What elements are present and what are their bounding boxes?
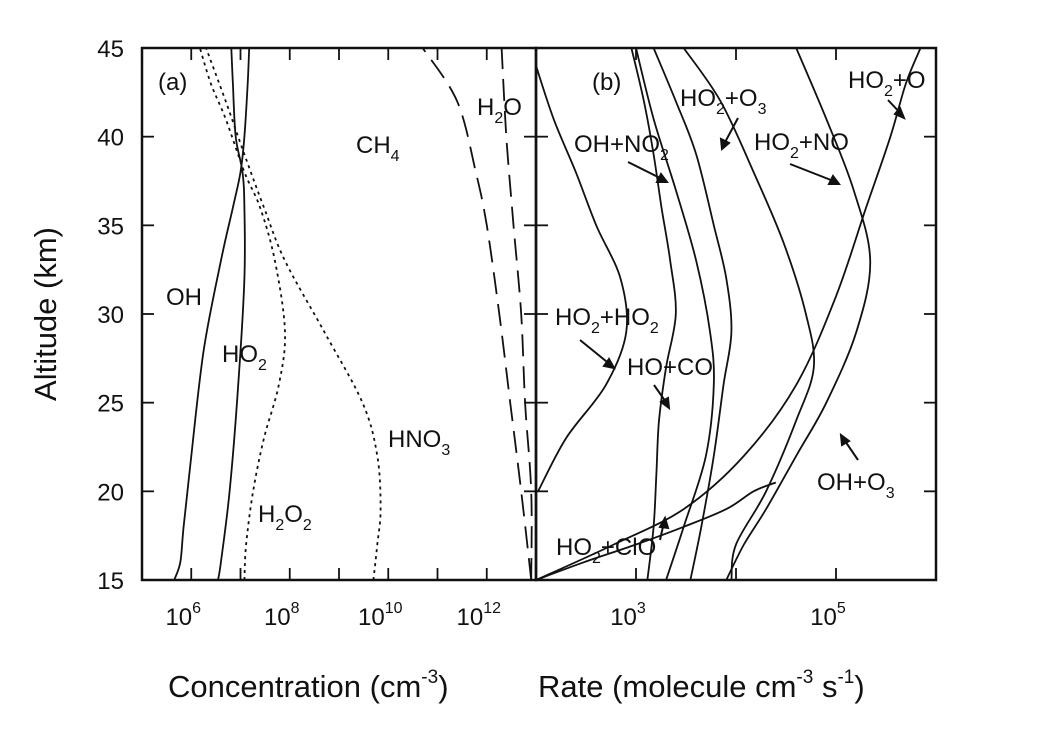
series-line-a-ch4: [421, 47, 533, 581]
panel-a-series: [173, 47, 533, 581]
y-tick-label: 40: [97, 125, 124, 152]
x-tick-label-b: 105: [810, 600, 846, 631]
series-line-b-ho2-o: [535, 47, 922, 581]
y-axis-title: Altitude (km): [28, 227, 63, 401]
series-line-a-h2o2: [199, 47, 286, 581]
series-line-a-oh: [173, 47, 251, 581]
y-tick-label: 15: [97, 568, 124, 595]
arrow-ho2-clo-head: [658, 515, 670, 530]
x-tick-label-b: 103: [610, 600, 646, 631]
x-ticks-b: 103 105: [535, 48, 937, 631]
annotation-arrows: [579, 99, 906, 541]
y-tick-label: 25: [97, 391, 124, 418]
label-hno3: HNO3: [388, 426, 450, 459]
panel-a-frame: [140, 46, 538, 582]
series-line-b-ho-co: [630, 47, 677, 581]
panel-a-label: (a): [158, 69, 187, 96]
label-ho2-no: HO2+NO: [754, 129, 849, 162]
series-line-b-ho2-o3: [652, 47, 733, 581]
series-line-a-ho2: [217, 47, 246, 581]
series-line-b-oh-o3: [725, 47, 872, 581]
arrow-oh-no2: [627, 161, 665, 181]
label-h2o: H2O: [477, 94, 522, 127]
y-ticks: 15 20 25 30 35 40 45: [97, 36, 936, 595]
label-oh: OH: [166, 284, 202, 311]
label-oh-o3: OH+O3: [817, 469, 895, 502]
series-line-a-hno3: [205, 47, 382, 581]
arrow-ho2-no: [789, 163, 837, 183]
arrow-ho2-o3-head: [719, 137, 731, 152]
label-ho2-o3: HO2+O3: [680, 85, 767, 118]
x-axis-title-b: Rate (molecule cm-3 s-1): [538, 667, 865, 704]
label-h2o2: H2O2: [258, 501, 312, 534]
label-ho2-o: HO2+O: [848, 67, 926, 100]
y-tick-label: 45: [97, 36, 124, 63]
x-tick-label-a: 106: [165, 600, 201, 631]
series-line-a-h2o: [500, 47, 533, 581]
label-oh-no2: OH+NO2: [574, 131, 669, 164]
series-line-b-ho2-ho2: [535, 65, 629, 492]
x-tick-label-a: 108: [264, 600, 300, 631]
label-ho-co: HO+CO: [627, 354, 713, 381]
x-tick-label-a: 1012: [457, 600, 502, 631]
panel-b-frame: [534, 46, 938, 582]
x-ticks-a: 106 108 1010 1012: [141, 48, 537, 631]
label-ho2-clo: HO2+ClO: [556, 534, 656, 567]
x-axis-title-a: Concentration (cm-3): [168, 667, 449, 704]
y-tick-label: 30: [97, 302, 124, 329]
series-line-b-ho2-clo: [535, 481, 777, 581]
arrow-ho2-ho2-head: [602, 357, 616, 370]
x-tick-label-a: 1010: [358, 600, 403, 631]
panel-b-label: (b): [592, 69, 621, 96]
panel-b-series: [535, 47, 922, 581]
arrow-ho-co-head: [659, 396, 671, 411]
label-ho2: HO2: [222, 341, 267, 374]
arrow-oh-o3-head: [839, 432, 851, 447]
series-line-b-ho2-no: [682, 47, 816, 581]
series-line-b-oh-no2: [635, 47, 715, 581]
arrow-oh-no2-head: [655, 172, 669, 183]
arrow-ho2-no-head: [827, 174, 841, 185]
arrow-ho2-o-head: [893, 106, 906, 120]
y-tick-label: 35: [97, 213, 124, 240]
label-ch4: CH4: [356, 132, 400, 165]
label-ho2-ho2: HO2+HO2: [555, 304, 659, 337]
y-tick-label: 20: [97, 479, 124, 506]
